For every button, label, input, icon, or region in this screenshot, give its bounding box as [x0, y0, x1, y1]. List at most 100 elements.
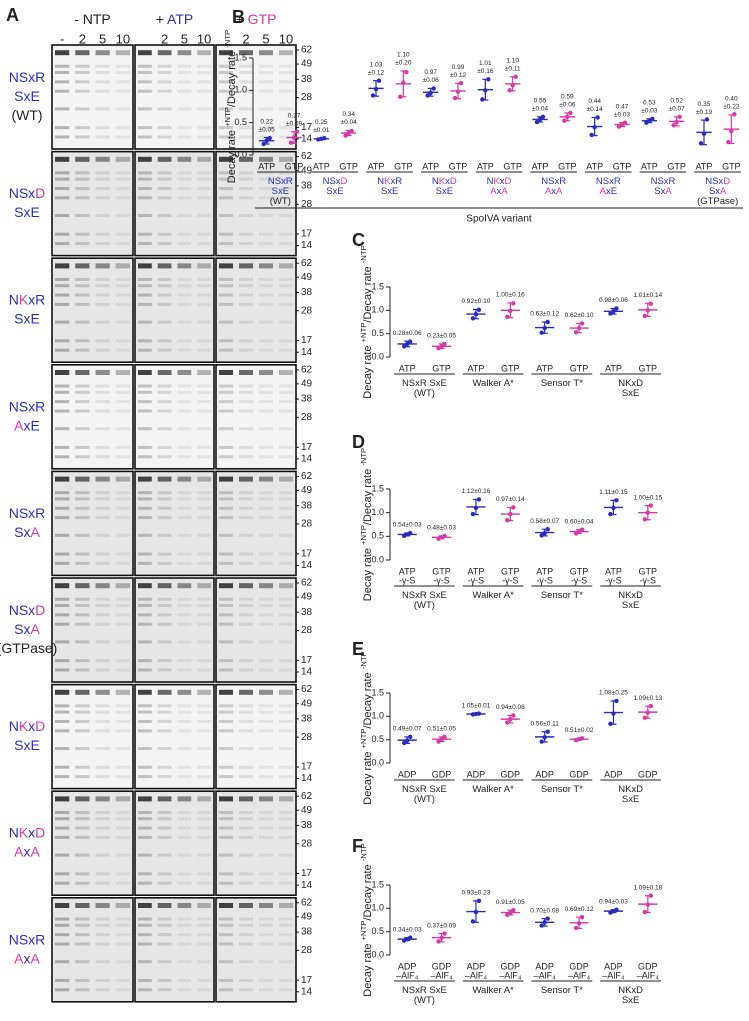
gel-band	[95, 817, 110, 821]
condition-label: ATP	[696, 161, 713, 171]
gel-band	[138, 370, 152, 375]
gel-band	[197, 552, 211, 556]
gel-band	[197, 689, 211, 695]
marker-label: 28	[301, 199, 313, 210]
gel-band	[177, 710, 192, 714]
gel-band	[197, 903, 211, 908]
condition-label: –AlF₄	[430, 970, 453, 980]
gel-band	[259, 775, 273, 779]
condition-label: GTP	[722, 161, 741, 171]
gel-band	[75, 177, 90, 181]
gel-band	[177, 810, 192, 814]
gel-band	[95, 506, 110, 510]
text-part: x	[497, 186, 502, 197]
gel-band	[138, 277, 152, 281]
text-part: GTP	[248, 11, 277, 27]
marker-label: 17	[301, 335, 313, 346]
gel-band	[259, 710, 273, 714]
gel-band	[157, 747, 172, 750]
group-label: NSxR SxE	[402, 784, 447, 795]
data-point	[579, 915, 585, 920]
gel-band	[279, 214, 293, 217]
gel-band	[239, 659, 253, 663]
gel-band	[177, 302, 192, 306]
gel-band	[115, 293, 130, 297]
gel-band	[115, 796, 130, 802]
gel-band	[138, 881, 152, 885]
gel-band	[239, 533, 253, 537]
gel-band	[239, 89, 253, 93]
condition-label: GTP	[570, 363, 589, 373]
data-point	[648, 301, 654, 306]
gel-band	[95, 409, 110, 413]
gel-band	[279, 668, 293, 672]
gel-band	[279, 835, 293, 839]
gel-band	[157, 71, 172, 74]
gel-band	[279, 826, 293, 830]
gel-band	[197, 427, 211, 431]
gel-band	[177, 668, 192, 672]
gel-band	[138, 107, 152, 111]
gel-band	[197, 80, 211, 84]
group-label: NSxD	[705, 176, 730, 187]
marker-label: 28	[301, 519, 313, 530]
gel-band	[115, 960, 130, 964]
gel-band	[138, 455, 152, 459]
gel-band	[259, 640, 273, 644]
gel-band	[157, 817, 172, 821]
text-part: NSxR	[9, 69, 46, 85]
marker-label: 49	[301, 272, 313, 283]
text-part: -NTP	[359, 651, 368, 669]
gel-band	[239, 668, 253, 672]
condition-label: GTP	[667, 161, 686, 171]
value-label: 0.47	[616, 103, 629, 110]
gel-band	[115, 640, 130, 644]
text-part: K	[19, 718, 29, 734]
gel-band	[157, 933, 172, 937]
condition-label: GTP	[613, 161, 632, 171]
gel-band	[115, 881, 130, 885]
gel-band	[219, 263, 233, 269]
gel-band	[259, 71, 273, 74]
gel-band	[177, 71, 192, 74]
gel-band	[55, 747, 70, 750]
gel-band	[219, 384, 233, 388]
gel-band	[75, 400, 90, 404]
gel-band	[95, 89, 110, 93]
y-tick-label: 0.5	[371, 734, 384, 744]
gel-band	[219, 729, 233, 733]
gel-band	[95, 747, 110, 750]
gel-band	[177, 704, 192, 708]
gel-band	[259, 186, 273, 190]
gel-band	[279, 552, 293, 556]
data-point	[648, 893, 654, 898]
condition-label: ATP	[468, 566, 485, 576]
gel-band	[157, 640, 172, 644]
condition-label: GTP	[339, 161, 358, 171]
value-label: 0.54±0.03	[393, 522, 422, 529]
gel-band	[115, 339, 130, 343]
gel-band	[279, 390, 293, 394]
gel-band	[138, 853, 152, 857]
gel-band	[219, 427, 233, 431]
gel-band	[138, 476, 152, 482]
gel-band	[177, 604, 192, 607]
gel-band	[219, 320, 233, 324]
marker-label: 38	[301, 74, 313, 85]
gel-band	[138, 186, 152, 190]
gel-band	[219, 704, 233, 708]
gel-band	[197, 89, 211, 93]
gel-band	[115, 71, 130, 74]
y-tick-label: 0.5	[371, 531, 384, 541]
gel-band	[95, 242, 110, 246]
gel-band	[115, 427, 130, 431]
gel-band	[138, 933, 152, 937]
y-tick-label: 1.0	[371, 711, 384, 721]
gel-band	[239, 583, 253, 589]
gel-band	[95, 126, 110, 130]
data-point	[539, 330, 544, 335]
gel-band	[95, 640, 110, 644]
group-label: NKxD	[618, 985, 643, 996]
gel-band	[177, 923, 192, 927]
marker-label: 17	[301, 122, 313, 133]
